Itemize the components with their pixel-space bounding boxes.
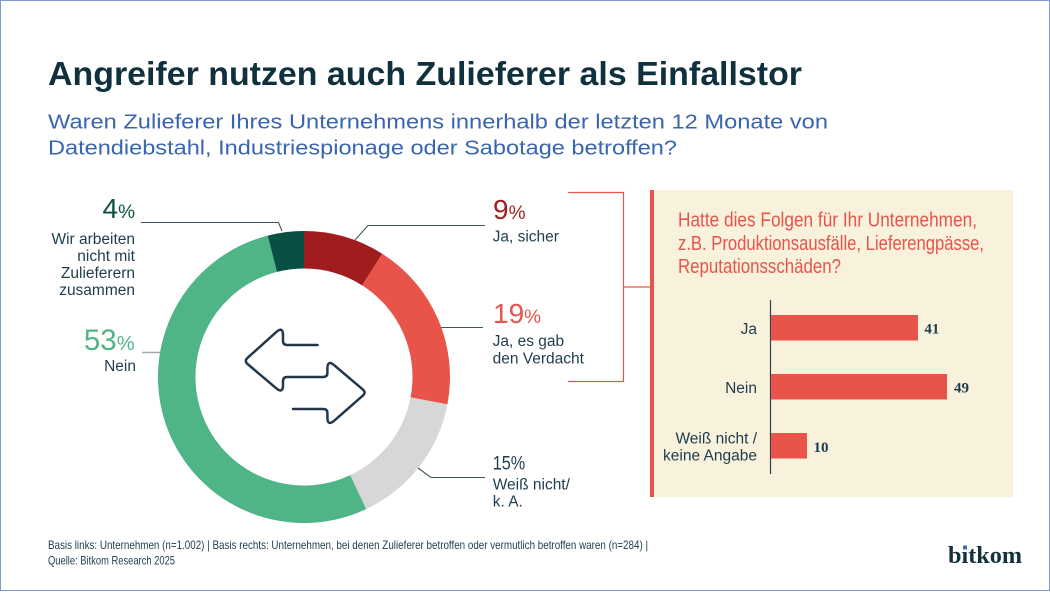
svg-text:Angreifer nutzen auch Zuliefer: Angreifer nutzen auch Zulieferer als Ein…	[48, 56, 802, 93]
svg-text:Weiß nicht /: Weiß nicht /	[675, 431, 757, 448]
svg-text:Hatte dies Folgen für Ihr Unte: Hatte dies Folgen für Ihr Unternehmen,	[678, 210, 977, 232]
svg-text:Reputationsschäden?: Reputationsschäden?	[678, 256, 841, 278]
svg-text:Nein: Nein	[104, 358, 136, 375]
svg-text:Zulieferern: Zulieferern	[61, 265, 135, 282]
svg-text:keine Angabe: keine Angabe	[663, 448, 757, 465]
svg-text:zusammen: zusammen	[59, 282, 135, 299]
svg-text:Ja, sicher: Ja, sicher	[493, 229, 559, 246]
svg-text:15%: 15%	[493, 454, 526, 475]
svg-text:Nein: Nein	[725, 380, 757, 397]
svg-text:nicht mit: nicht mit	[77, 248, 135, 265]
svg-text:10: 10	[814, 440, 829, 456]
svg-text:Weiß nicht/: Weiß nicht/	[493, 477, 571, 494]
svg-text:k. A.: k. A.	[493, 494, 523, 511]
svg-text:Waren Zulieferer Ihres Unterne: Waren Zulieferer Ihres Unternehmens inne…	[48, 111, 828, 134]
svg-text:Wir arbeiten: Wir arbeiten	[51, 231, 135, 248]
svg-text:41: 41	[924, 322, 939, 338]
svg-text:bıtkom: bıtkom	[948, 543, 1022, 569]
svg-text:z.B. Produktionsausfälle, Lief: z.B. Produktionsausfälle, Lieferengpässe…	[678, 233, 984, 255]
svg-text:Quelle: Bitkom Research 2025: Quelle: Bitkom Research 2025	[48, 555, 175, 568]
svg-text:Ja: Ja	[741, 321, 758, 338]
svg-text:19%: 19%	[493, 298, 541, 329]
svg-text:den Verdacht: den Verdacht	[493, 351, 585, 368]
svg-text:Basis links: Unternehmen (n=1.: Basis links: Unternehmen (n=1.002) | Bas…	[48, 539, 648, 552]
svg-text:Ja, es gab: Ja, es gab	[493, 333, 565, 350]
svg-text:Datendiebstahl, Industriespion: Datendiebstahl, Industriespionage oder S…	[48, 137, 677, 160]
svg-text:49: 49	[954, 381, 969, 397]
